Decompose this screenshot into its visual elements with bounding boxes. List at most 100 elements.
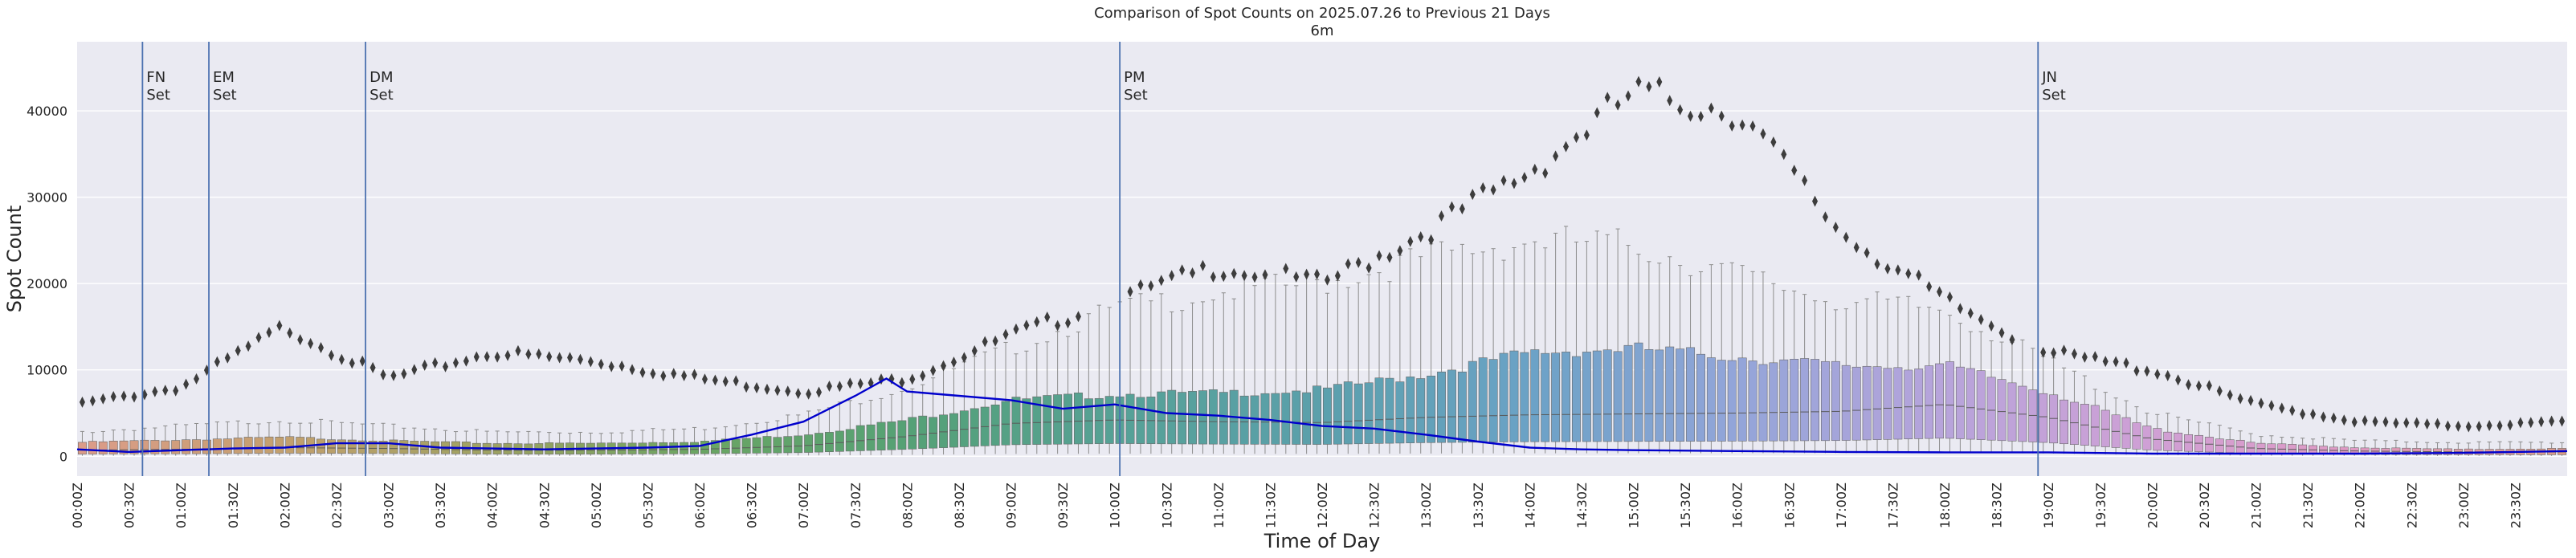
box-outlier [2092, 351, 2098, 363]
box-plot [783, 385, 793, 456]
box-outlier [733, 375, 739, 387]
box-body [1468, 360, 1477, 443]
box-plot [410, 364, 419, 456]
box-outlier [2051, 347, 2057, 359]
box-outlier [712, 374, 718, 386]
box-outlier [692, 369, 698, 381]
box-outlier [1199, 259, 1206, 271]
box-body [1976, 370, 1986, 440]
box-body [866, 424, 876, 451]
box-outlier [1345, 258, 1351, 270]
box-body [794, 435, 803, 454]
box-outlier [2154, 369, 2161, 381]
box-body [1178, 392, 1187, 445]
box-outlier [1137, 279, 1144, 291]
box-outlier [369, 361, 376, 373]
box-plot [1104, 307, 1114, 454]
box-body [1167, 389, 1177, 445]
box-outlier [608, 360, 614, 373]
x-tick-label: 15:30Z [1678, 483, 1693, 528]
box-outlier [1957, 303, 1963, 315]
box-plot [990, 335, 1000, 454]
box-body [1239, 395, 1249, 445]
box-plot [1178, 264, 1187, 454]
box-plot [357, 355, 367, 456]
box-outlier [1739, 119, 1745, 131]
box-body [2007, 382, 2017, 442]
box-plot [1696, 111, 1705, 454]
box-body [77, 442, 87, 454]
box-body [690, 442, 700, 454]
box-body [1374, 377, 1384, 444]
box-body [804, 434, 814, 453]
box-plot [710, 374, 720, 456]
box-plot [1188, 267, 1198, 454]
x-tick-label: 07:00Z [796, 483, 811, 528]
box-plot [1717, 110, 1726, 454]
box-outlier [1158, 275, 1165, 287]
box-body [171, 440, 181, 454]
box-plot [1427, 234, 1436, 454]
box-plot [1063, 317, 1073, 454]
box-body [357, 440, 367, 454]
box-outlier [2507, 419, 2513, 431]
box-body [1032, 396, 1042, 445]
box-outlier [836, 381, 843, 393]
box-plot [420, 359, 430, 456]
box-body [1904, 369, 1913, 440]
box-outlier [1542, 167, 1549, 179]
box-plot [1686, 110, 1696, 454]
box-outlier [1231, 267, 1237, 279]
box-body [1935, 363, 1945, 439]
box-body [1011, 397, 1021, 446]
x-tick-label: 07:30Z [848, 483, 863, 528]
box-body [1001, 401, 1010, 446]
box-outlier [89, 395, 96, 407]
x-tick-label: 14:30Z [1574, 483, 1590, 528]
box-plot [669, 368, 679, 456]
box-outlier [120, 390, 127, 402]
box-plot [845, 377, 855, 455]
box-plot [161, 385, 170, 456]
box-outlier [1895, 264, 1901, 276]
box-outlier [2496, 420, 2503, 432]
box-outlier [1418, 230, 1424, 242]
box-outlier [214, 356, 220, 368]
x-tick-label: 22:00Z [2353, 483, 2368, 528]
box-body [1281, 393, 1291, 445]
box-body [1727, 360, 1737, 442]
box-outlier [1407, 235, 1414, 247]
box-plot [897, 377, 907, 455]
x-tick-label: 04:30Z [537, 483, 552, 528]
box-outlier [587, 356, 594, 368]
x-tick-label: 04:00Z [485, 483, 500, 528]
box-body [202, 439, 211, 454]
box-body [1748, 360, 1757, 442]
box-plot [1043, 311, 1052, 454]
box-plot [1302, 268, 1312, 454]
x-tick-label: 16:30Z [1782, 483, 1797, 528]
box-plot [1084, 313, 1093, 454]
box-outlier [452, 356, 459, 369]
box-outlier [1791, 165, 1798, 177]
box-plot [1779, 149, 1789, 454]
box-outlier [1749, 120, 1756, 132]
box-plot [959, 352, 969, 454]
box-plot [908, 373, 917, 455]
box-plot [2204, 380, 2214, 456]
box-plot [2402, 417, 2411, 456]
box-body [2090, 405, 2100, 446]
box-outlier [826, 381, 832, 393]
x-tick-label: 23:00Z [2456, 483, 2472, 528]
box-body [783, 436, 793, 454]
x-tick-label: 09:30Z [1055, 483, 1071, 528]
box-outlier [1802, 174, 1808, 186]
box-outlier [2382, 416, 2389, 428]
box-plot [2194, 380, 2203, 456]
box-plot [1623, 90, 1633, 454]
box-plot [1322, 274, 1332, 454]
box-outlier [297, 334, 304, 346]
box-plot [1353, 256, 1363, 454]
box-outlier [2444, 420, 2451, 432]
box-body [929, 417, 938, 449]
